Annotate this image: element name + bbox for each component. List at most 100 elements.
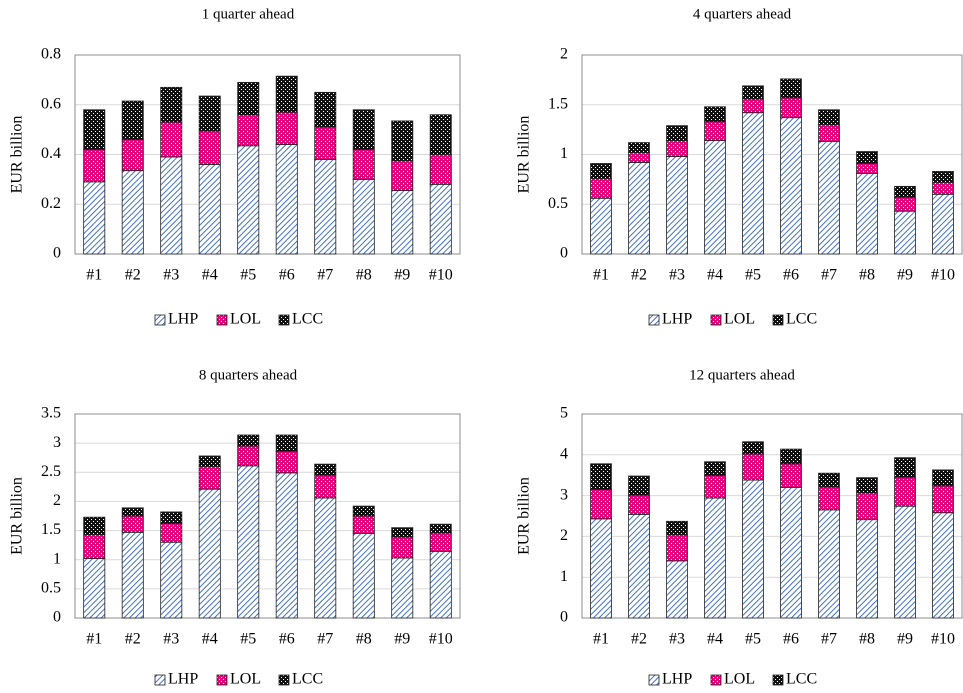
bar-segment [590, 163, 612, 179]
bar-segment [894, 185, 916, 198]
bar-segment [666, 534, 688, 562]
bar-segment [666, 560, 688, 619]
x-tick-label: #5 [745, 631, 761, 648]
bar-segment [780, 463, 802, 488]
y-axis-label: EUR billion [9, 116, 26, 194]
bar-segment [237, 465, 260, 619]
x-tick-label: #8 [859, 267, 875, 284]
y-tick-label: 4 [560, 445, 568, 462]
bar-segment [704, 121, 726, 141]
y-tick-label: 0.5 [548, 195, 568, 212]
bar-segment [198, 466, 221, 490]
x-tick-label: #3 [669, 267, 685, 284]
x-tick-label: #6 [279, 267, 295, 284]
bar-segment [742, 98, 764, 114]
y-tick-label: 0.5 [41, 580, 61, 597]
bar-segment [894, 457, 916, 478]
legend-label: LHP [168, 671, 198, 688]
bar-segment [628, 162, 650, 255]
x-tick-label: #1 [86, 631, 102, 648]
x-tick-label: #2 [125, 267, 141, 284]
legend-label: LOL [724, 311, 755, 328]
bar-segment [121, 100, 144, 140]
bar-segment [742, 453, 764, 481]
bar-segment [590, 177, 612, 199]
x-tick-label: #2 [631, 267, 647, 284]
x-tick-label: #7 [821, 267, 837, 284]
x-tick-label: #6 [279, 631, 295, 648]
bar-segment [429, 114, 452, 155]
bar-segment [742, 479, 764, 619]
x-tick-label: #3 [163, 267, 179, 284]
y-tick-label: 0 [53, 609, 61, 626]
bar-segment [83, 149, 106, 183]
bar-segment [894, 476, 916, 507]
x-tick-label: #7 [317, 631, 333, 648]
bar-segment [121, 139, 144, 172]
bar-segment [314, 474, 337, 499]
bar-segment [429, 183, 452, 255]
bar-segment [780, 78, 802, 99]
bar-segment [275, 472, 298, 619]
y-tick-label: 0.2 [41, 195, 61, 212]
chart-title: 12 quarters ahead [689, 367, 795, 383]
bar-segment [429, 523, 452, 534]
bar-segment [83, 534, 106, 559]
bar-segment [818, 109, 840, 126]
y-tick-label: 3 [53, 434, 61, 451]
bar-segment [704, 475, 726, 499]
bar-segment [780, 448, 802, 465]
y-tick-label: 3.5 [41, 405, 61, 422]
bar-segment [666, 156, 688, 255]
y-tick-label: 2 [560, 46, 568, 63]
y-tick-label: 2.5 [41, 463, 61, 480]
bar-segment [391, 557, 414, 619]
bar-segment [198, 130, 221, 165]
x-tick-label: #10 [931, 631, 955, 648]
bar-segment [352, 178, 375, 255]
bar-segment [121, 507, 144, 517]
bar-segment [590, 197, 612, 255]
bar-segment [352, 109, 375, 150]
bar-segment [275, 144, 298, 255]
x-tick-label: #4 [202, 631, 218, 648]
bar-segment [275, 75, 298, 113]
bar-segment [856, 163, 878, 174]
x-tick-label: #2 [125, 631, 141, 648]
bar-segment [818, 124, 840, 142]
bar-segment [198, 95, 221, 132]
bar-segment [352, 505, 375, 517]
y-axis-label: EUR billion [9, 477, 26, 555]
bar-segment [314, 159, 337, 255]
y-tick-label: 0.8 [41, 46, 61, 63]
legend-label: LHP [662, 311, 692, 328]
bar-segment [237, 445, 260, 467]
y-tick-label: 3 [560, 486, 568, 503]
bar-segment [391, 120, 414, 162]
x-tick-label: #8 [859, 631, 875, 648]
legend-swatch [772, 674, 784, 686]
bar-segment [932, 193, 954, 255]
bar-segment [856, 492, 878, 521]
bar-segment [932, 485, 954, 514]
x-tick-label: #8 [356, 267, 372, 284]
bar-segment [932, 512, 954, 619]
bar-segment [237, 81, 260, 116]
bar-segment [429, 154, 452, 185]
bar-segment [628, 475, 650, 496]
y-tick-label: 1 [560, 145, 568, 162]
chart-title: 4 quarters ahead [693, 6, 792, 22]
x-tick-label: #3 [163, 631, 179, 648]
x-tick-label: #4 [707, 631, 723, 648]
plot-border [581, 54, 963, 255]
bar-segment [391, 190, 414, 255]
bar-segment [429, 551, 452, 619]
bar-segment [121, 170, 144, 255]
legend-swatch [154, 674, 166, 686]
bar-segment [198, 488, 221, 619]
bar-segment [314, 497, 337, 619]
bar-segment [121, 515, 144, 533]
bar-segment [83, 516, 106, 536]
bar-segment [160, 523, 183, 543]
bar-segment [780, 487, 802, 619]
